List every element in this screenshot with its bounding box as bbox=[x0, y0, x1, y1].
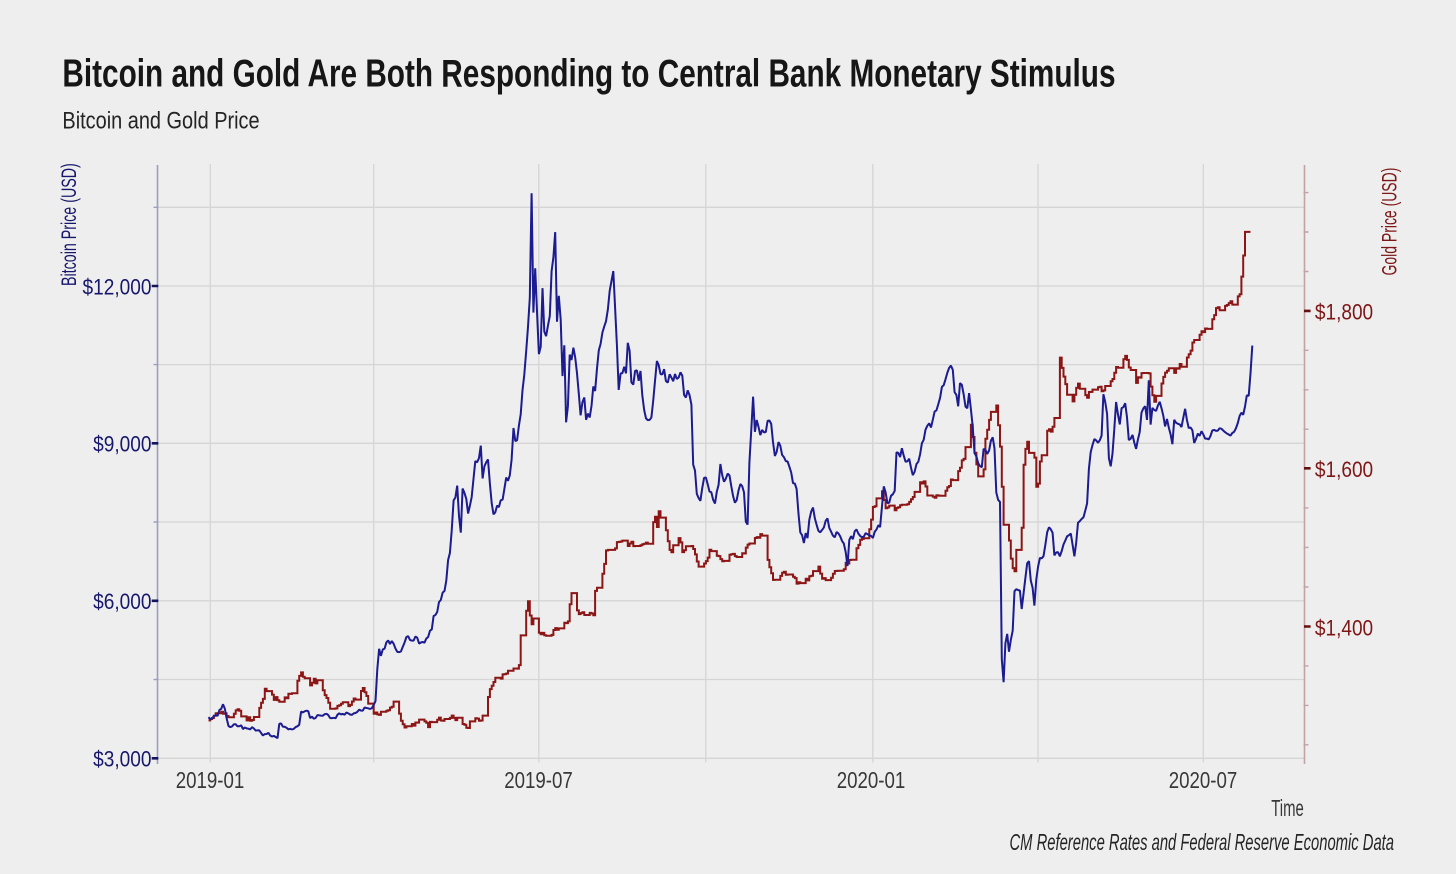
svg-text:Bitcoin and Gold Are Both Resp: Bitcoin and Gold Are Both Responding to … bbox=[62, 53, 1115, 96]
svg-text:$1,400: $1,400 bbox=[1315, 616, 1373, 641]
svg-text:2020-07: 2020-07 bbox=[1169, 768, 1238, 793]
svg-text:CM Reference Rates and Federal: CM Reference Rates and Federal Reserve E… bbox=[1009, 831, 1394, 856]
svg-text:2019-07: 2019-07 bbox=[504, 768, 573, 793]
svg-text:$9,000: $9,000 bbox=[93, 432, 151, 457]
svg-text:Bitcoin Price (USD): Bitcoin Price (USD) bbox=[57, 163, 80, 286]
svg-text:2019-01: 2019-01 bbox=[176, 768, 245, 793]
svg-text:$6,000: $6,000 bbox=[93, 590, 151, 615]
svg-text:Time: Time bbox=[1271, 796, 1304, 822]
svg-text:$3,000: $3,000 bbox=[93, 747, 151, 772]
svg-text:Bitcoin and Gold Price: Bitcoin and Gold Price bbox=[62, 107, 259, 134]
svg-text:2020-01: 2020-01 bbox=[837, 768, 906, 793]
svg-text:$12,000: $12,000 bbox=[83, 275, 152, 300]
svg-text:$1,600: $1,600 bbox=[1315, 458, 1373, 483]
svg-text:Gold Price (USD): Gold Price (USD) bbox=[1378, 168, 1402, 276]
svg-text:$1,800: $1,800 bbox=[1315, 300, 1373, 325]
